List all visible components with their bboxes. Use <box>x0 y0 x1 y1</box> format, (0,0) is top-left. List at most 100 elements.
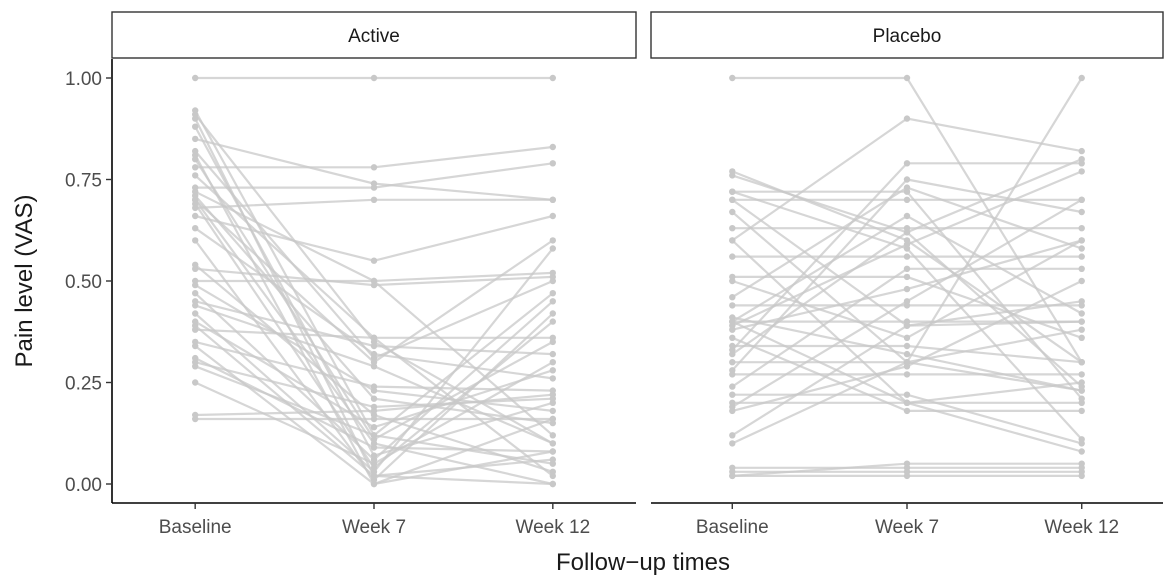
data-point <box>1078 74 1085 82</box>
data-point <box>192 415 199 423</box>
data-point <box>192 237 199 244</box>
data-point <box>192 281 199 289</box>
data-point <box>1078 245 1085 252</box>
x-axis-title: Follow−up times <box>556 549 730 576</box>
data-point <box>192 225 199 232</box>
data-point <box>549 415 556 423</box>
data-point <box>729 391 736 398</box>
data-point <box>729 440 736 447</box>
data-point <box>192 135 199 143</box>
data-point <box>1078 318 1085 325</box>
data-point <box>903 160 911 167</box>
data-point <box>549 480 556 488</box>
data-point <box>192 204 199 212</box>
data-point <box>370 257 378 264</box>
data-point <box>370 74 378 82</box>
data-point <box>1078 147 1085 155</box>
data-point <box>370 415 378 423</box>
data-point <box>903 229 911 236</box>
data-point <box>192 326 199 333</box>
facet-strip-label: Placebo <box>873 26 942 47</box>
data-point <box>549 245 556 252</box>
data-point <box>549 298 556 305</box>
data-point <box>903 350 911 358</box>
data-point <box>1078 407 1085 415</box>
data-point <box>729 74 736 82</box>
data-point <box>1078 225 1085 232</box>
data-point <box>549 290 556 297</box>
data-point <box>370 196 378 203</box>
data-point <box>903 212 911 220</box>
data-point <box>1078 208 1085 216</box>
data-point <box>1078 460 1085 467</box>
data-point <box>903 399 911 406</box>
data-point <box>549 143 556 151</box>
data-point <box>370 363 378 370</box>
data-point <box>1078 196 1085 203</box>
data-point <box>729 188 736 195</box>
data-point <box>192 290 199 297</box>
y-tick-label: 1.00 <box>65 69 102 90</box>
x-tick-label: Week 7 <box>875 517 939 538</box>
panel-placebo: Placebo Baseline Week 7 Week 12 <box>650 11 1164 538</box>
data-point <box>1078 436 1085 443</box>
data-point <box>1078 265 1085 272</box>
data-point <box>370 424 378 431</box>
data-point <box>903 245 911 252</box>
data-point <box>192 123 199 130</box>
data-point <box>370 334 378 341</box>
data-point <box>903 253 911 260</box>
data-point <box>370 383 378 390</box>
data-point <box>1078 383 1085 390</box>
data-point <box>370 342 378 350</box>
data-point <box>192 363 199 370</box>
panels-layer: Active 0.00 0.25 0.50 0.75 1.00 Baseline Week 7… <box>65 11 1164 538</box>
data-point <box>1078 359 1085 366</box>
subject-line <box>194 304 554 445</box>
data-point <box>1078 334 1085 341</box>
data-point <box>729 318 736 325</box>
subject-line <box>194 174 554 477</box>
x-tick-label: Week 7 <box>342 517 406 538</box>
data-point <box>549 472 556 480</box>
data-point <box>549 212 556 220</box>
data-point <box>549 375 556 382</box>
y-axis-title: Pain level (VAS) <box>11 195 38 368</box>
data-point <box>370 350 378 358</box>
data-point <box>192 156 199 163</box>
data-point <box>1078 310 1085 317</box>
y-tick-label: 0.75 <box>65 171 102 192</box>
data-point <box>729 371 736 378</box>
data-point <box>549 391 556 398</box>
data-point <box>903 115 911 122</box>
data-point <box>549 448 556 455</box>
data-point <box>1078 277 1085 285</box>
data-point <box>370 476 378 484</box>
data-point <box>370 432 378 439</box>
data-point <box>549 440 556 447</box>
data-point <box>903 460 911 467</box>
data-point <box>903 176 911 183</box>
data-point <box>729 277 736 285</box>
data-point <box>1078 448 1085 455</box>
x-tick-label: Week 12 <box>516 517 591 538</box>
data-point <box>903 74 911 82</box>
data-point <box>370 460 378 467</box>
data-point <box>192 74 199 82</box>
y-tick-label: 0.50 <box>65 272 102 293</box>
facet-strip <box>650 11 1164 59</box>
data-point <box>1078 371 1085 378</box>
data-point <box>903 273 911 281</box>
data-point <box>903 407 911 415</box>
data-point <box>370 184 378 191</box>
data-point <box>729 326 736 333</box>
data-point <box>549 367 556 374</box>
data-point <box>903 265 911 272</box>
data-point <box>903 298 911 305</box>
data-point <box>192 265 199 272</box>
data-point <box>549 432 556 439</box>
data-point <box>370 444 378 451</box>
data-point <box>549 196 556 203</box>
data-point <box>549 237 556 244</box>
